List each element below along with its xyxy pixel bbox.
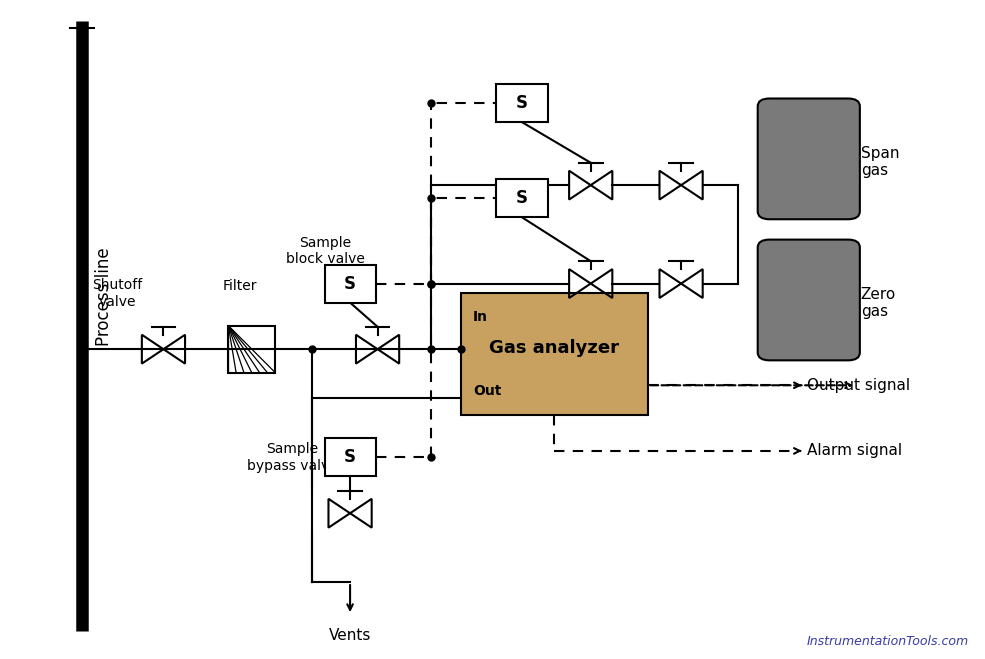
FancyBboxPatch shape bbox=[757, 240, 860, 360]
Text: InstrumentationTools.com: InstrumentationTools.com bbox=[807, 635, 969, 648]
Text: Process line: Process line bbox=[95, 247, 112, 346]
Bar bbox=[496, 84, 548, 122]
FancyBboxPatch shape bbox=[757, 98, 860, 219]
Text: Output signal: Output signal bbox=[807, 378, 910, 393]
Text: Alarm signal: Alarm signal bbox=[807, 444, 902, 459]
Text: Gas analyzer: Gas analyzer bbox=[490, 339, 620, 357]
Bar bbox=[229, 326, 276, 373]
Text: S: S bbox=[516, 189, 528, 208]
Text: S: S bbox=[344, 449, 357, 467]
Text: S: S bbox=[344, 275, 357, 293]
Bar bbox=[324, 264, 375, 302]
Bar bbox=[461, 293, 648, 415]
Text: Shutoff
valve: Shutoff valve bbox=[93, 278, 143, 308]
Text: S: S bbox=[516, 94, 528, 112]
Text: Sample
bypass valve: Sample bypass valve bbox=[247, 442, 338, 473]
Text: Sample
block valve: Sample block valve bbox=[286, 236, 365, 266]
Text: Zero
gas: Zero gas bbox=[861, 287, 896, 320]
Text: Filter: Filter bbox=[223, 279, 257, 293]
Text: Vents: Vents bbox=[329, 628, 371, 643]
Bar bbox=[324, 438, 375, 476]
Text: In: In bbox=[473, 310, 488, 324]
Text: Span
gas: Span gas bbox=[861, 146, 899, 179]
Bar bbox=[496, 179, 548, 217]
Text: Out: Out bbox=[473, 384, 501, 399]
